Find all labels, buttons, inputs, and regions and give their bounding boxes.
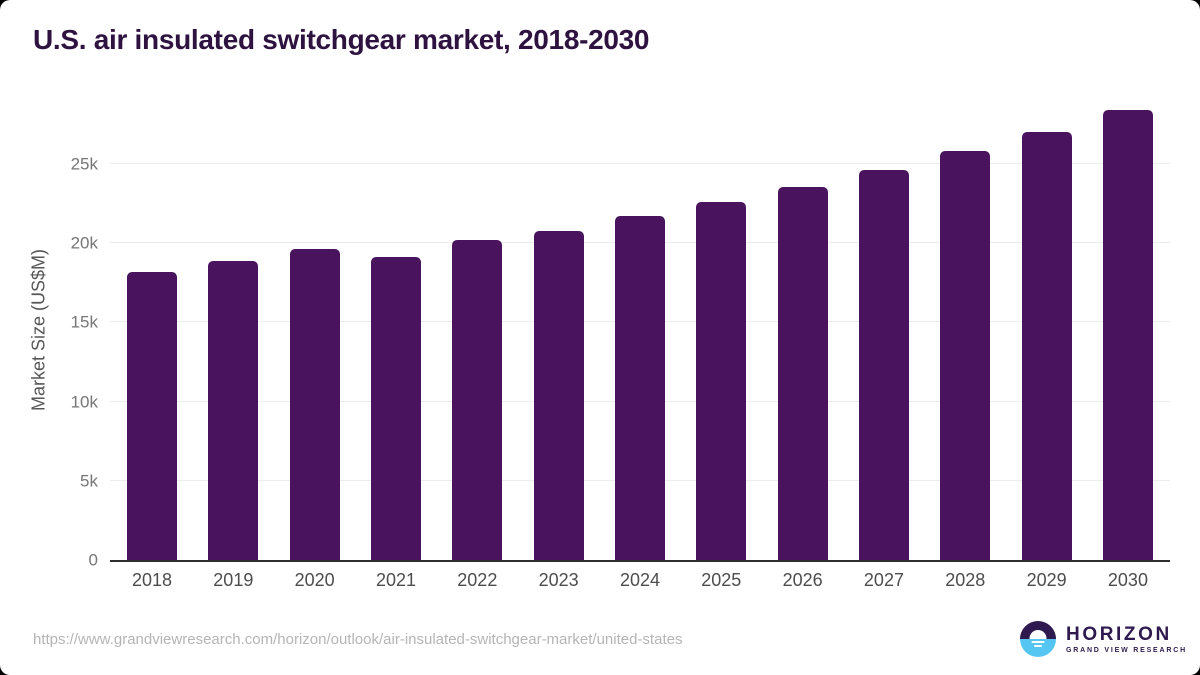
bar-2022 bbox=[452, 240, 503, 560]
x-tick-label: 2029 bbox=[1026, 570, 1067, 590]
bar-2027 bbox=[858, 170, 909, 560]
x-tick-label: 2030 bbox=[1107, 570, 1148, 590]
x-tick-label: 2024 bbox=[619, 570, 660, 590]
bar-2021 bbox=[370, 257, 421, 560]
bar-2024 bbox=[614, 216, 665, 560]
chart-title: U.S. air insulated switchgear market, 20… bbox=[33, 24, 650, 55]
bars-row bbox=[110, 100, 1170, 560]
logo-water-half bbox=[1020, 639, 1056, 657]
x-tick-label: 2020 bbox=[294, 570, 335, 590]
plot-area: 0 5k 10k 15k 20k 25k bbox=[71, 100, 1170, 569]
x-tick-label: 2026 bbox=[782, 570, 823, 590]
logo-text: HORIZON GRAND VIEW RESEARCH bbox=[1066, 625, 1187, 654]
x-tick-label: 2025 bbox=[701, 570, 742, 590]
bar-2029 bbox=[1021, 132, 1072, 560]
y-tick-label: 15k bbox=[70, 312, 98, 332]
x-tick-label: 2027 bbox=[863, 570, 904, 590]
y-tick-label: 10k bbox=[70, 392, 98, 412]
sun-over-water-icon bbox=[1020, 621, 1056, 657]
bar-2020 bbox=[289, 249, 340, 560]
bar-2030 bbox=[1102, 110, 1153, 560]
x-axis-labels: 2018 2019 2020 2021 2022 2023 2024 2025 2026 2027… bbox=[110, 570, 1170, 591]
y-axis-title: Market Size (US$M) bbox=[28, 248, 49, 412]
bar-2019 bbox=[208, 261, 259, 560]
x-tick-label: 2022 bbox=[457, 570, 498, 590]
bar-2023 bbox=[533, 231, 584, 560]
y-tick-label: 5k bbox=[80, 471, 98, 491]
sun-icon bbox=[1029, 630, 1047, 639]
water-reflection-line bbox=[1034, 645, 1042, 647]
horizon-logo: HORIZON GRAND VIEW RESEARCH bbox=[1020, 621, 1187, 657]
x-tick-label: 2028 bbox=[945, 570, 986, 590]
logo-title: HORIZON bbox=[1066, 623, 1172, 645]
bar-2028 bbox=[940, 151, 991, 560]
y-tick-label: 20k bbox=[70, 233, 98, 253]
bar-2018 bbox=[127, 272, 177, 560]
logo-subtitle: GRAND VIEW RESEARCH bbox=[1066, 646, 1187, 654]
bar-2025 bbox=[696, 202, 747, 560]
x-tick-label: 2018 bbox=[131, 570, 173, 590]
bar-2026 bbox=[777, 187, 828, 560]
x-tick-label: 2019 bbox=[213, 570, 254, 590]
x-tick-label: 2023 bbox=[538, 570, 579, 590]
y-tick-label: 25k bbox=[70, 154, 98, 174]
x-tick-label: 2021 bbox=[375, 570, 416, 590]
gridline bbox=[110, 163, 1170, 164]
source-url: https://www.grandviewresearch.com/horizo… bbox=[33, 631, 683, 648]
water-reflection-line bbox=[1031, 641, 1045, 643]
y-tick-label: 0 bbox=[88, 550, 98, 570]
